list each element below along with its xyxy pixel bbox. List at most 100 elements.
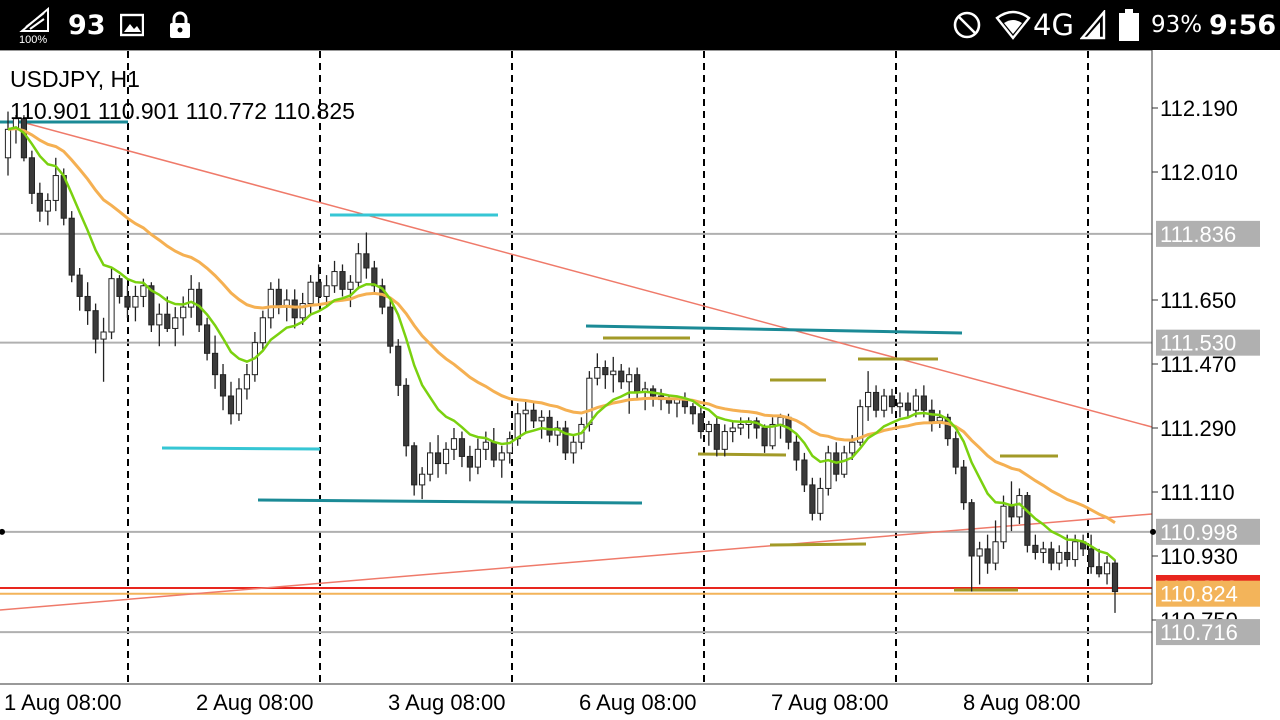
candle[interactable]: [689, 403, 697, 425]
level-segment[interactable]: [161, 446, 321, 451]
fast-moving-average[interactable]: [7, 126, 1116, 562]
candle[interactable]: [68, 211, 75, 283]
candle[interactable]: [817, 477, 824, 521]
candle[interactable]: [116, 275, 123, 304]
candle[interactable]: [992, 520, 999, 571]
chart-area[interactable]: 1 Aug 08:00 2 Aug 08:00 3 Aug 08:00 6 Aug 0…: [0, 50, 1280, 720]
candle[interactable]: [426, 442, 434, 482]
candle[interactable]: [458, 431, 466, 468]
candle[interactable]: [490, 428, 497, 468]
level-segment[interactable]: [769, 542, 867, 547]
candle[interactable]: [809, 477, 816, 521]
candle[interactable]: [92, 303, 99, 354]
candle[interactable]: [506, 431, 513, 464]
candle[interactable]: [952, 431, 959, 475]
candle[interactable]: [100, 317, 107, 382]
candle[interactable]: [904, 392, 912, 418]
candle[interactable]: [363, 232, 370, 279]
candle[interactable]: [554, 420, 561, 446]
candle[interactable]: [172, 307, 179, 347]
candle[interactable]: [1000, 495, 1007, 549]
candle[interactable]: [243, 364, 251, 400]
candle[interactable]: [259, 310, 266, 350]
candle[interactable]: [411, 442, 418, 496]
candle[interactable]: [936, 410, 943, 428]
level-segment[interactable]: [257, 498, 643, 505]
candle[interactable]: [466, 445, 474, 482]
candle[interactable]: [880, 388, 888, 418]
candle[interactable]: [865, 371, 872, 421]
candle[interactable]: [156, 303, 163, 347]
candle[interactable]: [498, 445, 505, 478]
candle[interactable]: [793, 435, 800, 471]
candle[interactable]: [594, 353, 601, 386]
candle[interactable]: [124, 285, 131, 318]
candle[interactable]: [204, 317, 211, 361]
candle[interactable]: [769, 417, 776, 450]
candle[interactable]: [626, 367, 633, 414]
candle[interactable]: [530, 403, 537, 428]
candle[interactable]: [434, 435, 442, 478]
candle[interactable]: [108, 268, 115, 340]
candle[interactable]: [211, 335, 219, 389]
candle[interactable]: [28, 150, 35, 204]
candle[interactable]: [450, 428, 458, 460]
candle[interactable]: [1048, 541, 1055, 571]
candle[interactable]: [331, 260, 338, 293]
candle[interactable]: [618, 364, 625, 389]
candle[interactable]: [132, 285, 139, 322]
candle[interactable]: [403, 378, 410, 457]
candle[interactable]: [634, 367, 641, 400]
candle[interactable]: [315, 264, 322, 304]
candle[interactable]: [737, 417, 744, 436]
candle[interactable]: [419, 467, 426, 500]
candle[interactable]: [976, 541, 983, 585]
ascending-trendline[interactable]: [0, 513, 1153, 611]
candle[interactable]: [227, 381, 235, 425]
candle[interactable]: [1103, 556, 1111, 585]
candle[interactable]: [1024, 492, 1031, 553]
candle[interactable]: [355, 243, 362, 290]
candle[interactable]: [219, 364, 227, 411]
candle[interactable]: [44, 193, 51, 226]
candle[interactable]: [825, 445, 832, 496]
candle[interactable]: [1111, 559, 1119, 613]
candle[interactable]: [291, 289, 298, 329]
candle[interactable]: [371, 260, 378, 293]
candle[interactable]: [84, 282, 91, 325]
candle[interactable]: [188, 275, 195, 318]
candle[interactable]: [1080, 534, 1087, 556]
candle[interactable]: [235, 378, 243, 421]
candle[interactable]: [538, 410, 545, 439]
candle[interactable]: [721, 424, 728, 457]
descending-trendline[interactable]: [17, 120, 1153, 428]
candle[interactable]: [1056, 545, 1063, 571]
candle[interactable]: [960, 460, 967, 510]
candle[interactable]: [761, 424, 768, 453]
candle[interactable]: [968, 499, 975, 592]
candle[interactable]: [1040, 541, 1047, 564]
candle[interactable]: [474, 438, 481, 475]
candle[interactable]: [4, 111, 12, 176]
candle[interactable]: [307, 275, 314, 315]
candle[interactable]: [896, 392, 904, 418]
candle[interactable]: [801, 452, 808, 492]
candle[interactable]: [642, 381, 649, 411]
price-chart[interactable]: 1 Aug 08:00 2 Aug 08:00 3 Aug 08:00 6 Aug 0…: [0, 50, 1280, 720]
candle[interactable]: [1032, 534, 1039, 560]
candle[interactable]: [570, 435, 577, 464]
slow-moving-average[interactable]: [7, 127, 1116, 524]
candle[interactable]: [753, 417, 760, 439]
candle[interactable]: [1095, 548, 1103, 578]
candle[interactable]: [482, 431, 489, 460]
candle[interactable]: [705, 420, 712, 446]
candle[interactable]: [299, 292, 306, 325]
candle[interactable]: [872, 385, 880, 418]
candle[interactable]: [180, 296, 187, 336]
candle[interactable]: [984, 534, 991, 574]
level-segment[interactable]: [697, 452, 787, 457]
candle[interactable]: [76, 268, 83, 311]
candle[interactable]: [387, 300, 394, 354]
candle[interactable]: [562, 420, 569, 460]
candle[interactable]: [681, 392, 689, 414]
